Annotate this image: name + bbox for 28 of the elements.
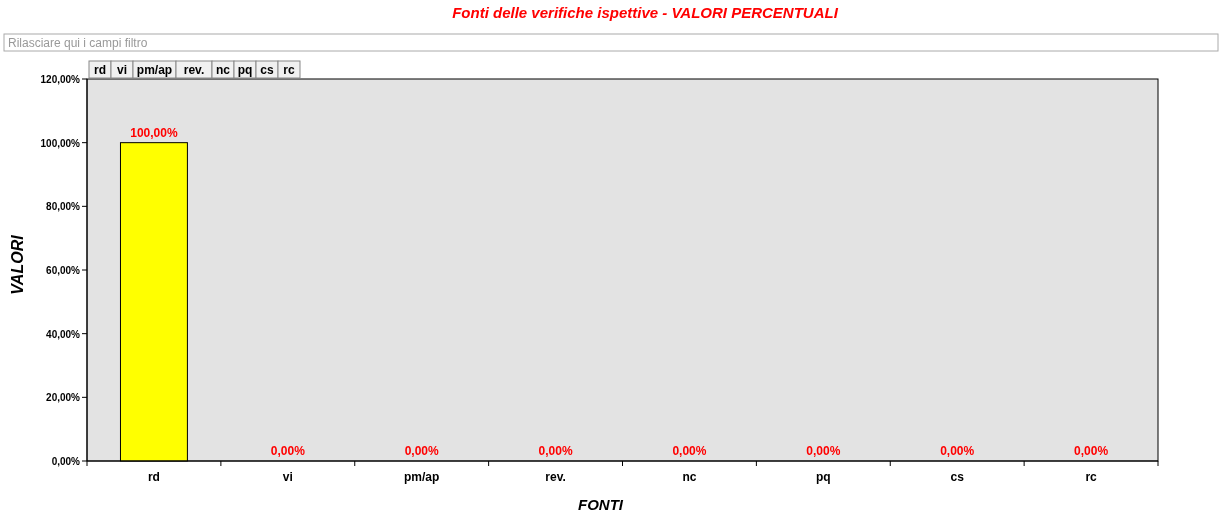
x-tick-label: vi (282, 470, 293, 484)
data-label: 0,00% (1074, 444, 1109, 458)
y-tick-label: 20,00% (46, 392, 81, 404)
x-tick-label: cs (950, 470, 965, 484)
x-tick-label: rev. (545, 470, 566, 484)
data-label: 0,00% (270, 444, 306, 458)
data-label: 0,00% (538, 444, 573, 458)
y-tick-label: 40,00% (46, 328, 81, 340)
x-tick-label: pq (815, 470, 831, 484)
y-tick-label: 0,00% (51, 456, 81, 467)
y-axis-title: VALORI (9, 234, 26, 295)
data-label: 0,00% (806, 444, 841, 458)
x-axis-title: FONTI (578, 496, 624, 513)
x-tick-label: rd (147, 470, 160, 484)
y-tick-label: 120,00% (40, 74, 81, 85)
y-tick-label: 100,00% (40, 137, 81, 149)
data-label: 100,00% (130, 125, 178, 140)
y-tick-label: 60,00% (46, 265, 81, 276)
x-tick-label: pm/ap (404, 470, 440, 484)
y-tick-label: 80,00% (46, 201, 81, 213)
data-label: 0,00% (672, 444, 707, 458)
data-label: 0,00% (940, 444, 975, 458)
data-label: 0,00% (404, 444, 440, 458)
chart-title: Fonti delle verifiche ispettive - VALORI PERCENTUALI (452, 4, 839, 21)
text: Rilasciare qui i campi filtro (8, 36, 148, 50)
x-tick-label: rc (1085, 470, 1098, 484)
field-buttons: rd vi pm/ap rev. nc pq cs rc (88, 60, 301, 79)
x-tick-label: nc (682, 470, 697, 484)
